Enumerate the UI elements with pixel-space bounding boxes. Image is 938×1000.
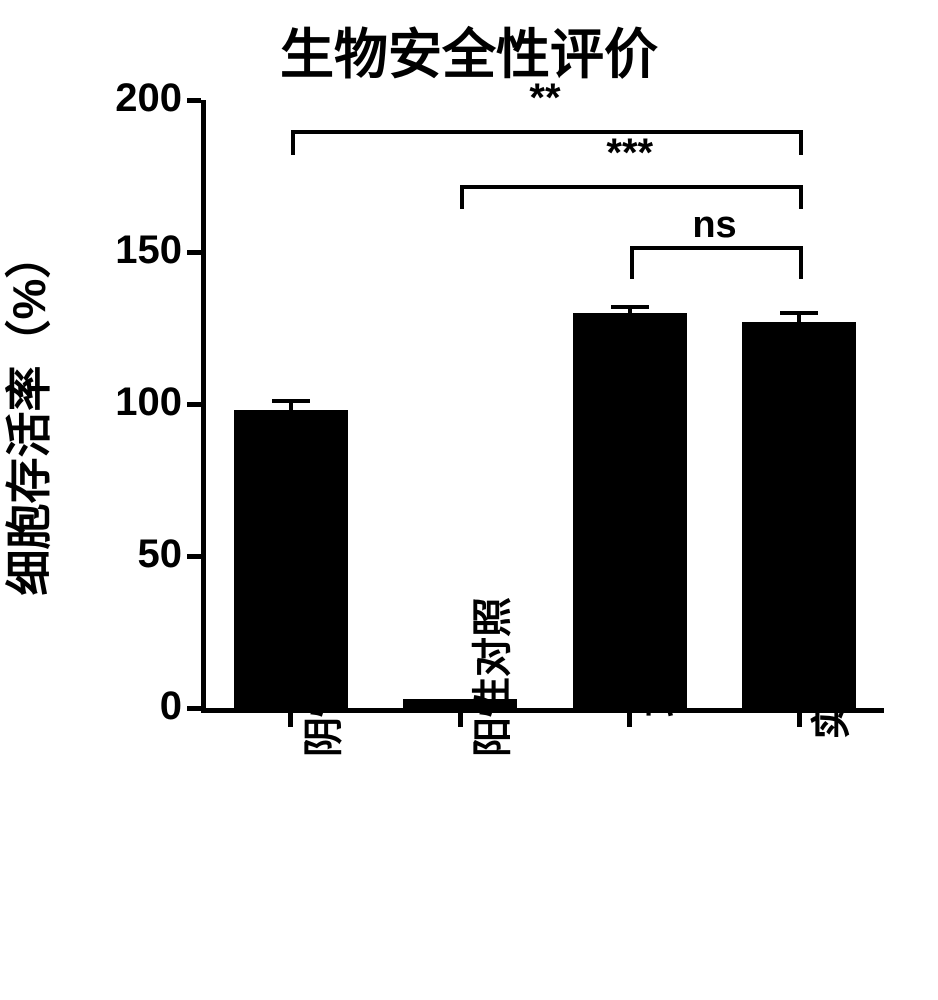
figure: 生物安全性评价 050100150200细胞存活率（%）阴性对照阳性对照功能层实… (0, 0, 938, 1000)
x-tick-label: 阴性对照 (291, 597, 349, 897)
significance-bracket (460, 185, 803, 189)
y-axis (201, 100, 206, 713)
y-tick-label: 150 (87, 228, 182, 273)
y-tick-label: 0 (87, 684, 182, 729)
errorbar-cap (611, 305, 649, 309)
significance-drop (799, 185, 803, 209)
x-tick-label: 阳性对照 (460, 597, 518, 897)
significance-drop (799, 246, 803, 279)
y-tick-label: 100 (87, 380, 182, 425)
significance-drop (630, 246, 634, 279)
y-tick-label: 200 (87, 76, 182, 121)
plot-area: 050100150200细胞存活率（%）阴性对照阳性对照功能层实施例1*****… (206, 100, 884, 708)
significance-bracket (291, 130, 804, 134)
y-tick (187, 402, 201, 407)
y-tick-label: 50 (87, 532, 182, 577)
y-tick (187, 706, 201, 711)
significance-drop (460, 185, 464, 209)
y-tick (187, 98, 201, 103)
y-axis-label: 细胞存活率（%） (0, 110, 59, 718)
errorbar-cap (272, 399, 310, 403)
x-tick-label: 功能层 (630, 597, 688, 897)
significance-label: *** (560, 131, 700, 176)
significance-drop (799, 130, 803, 154)
significance-label: ns (645, 204, 785, 247)
x-tick-label: 实施例1 (799, 597, 857, 897)
significance-drop (291, 130, 295, 154)
significance-label: ** (475, 76, 615, 121)
y-tick (187, 250, 201, 255)
errorbar-cap (780, 311, 818, 315)
y-tick (187, 554, 201, 559)
